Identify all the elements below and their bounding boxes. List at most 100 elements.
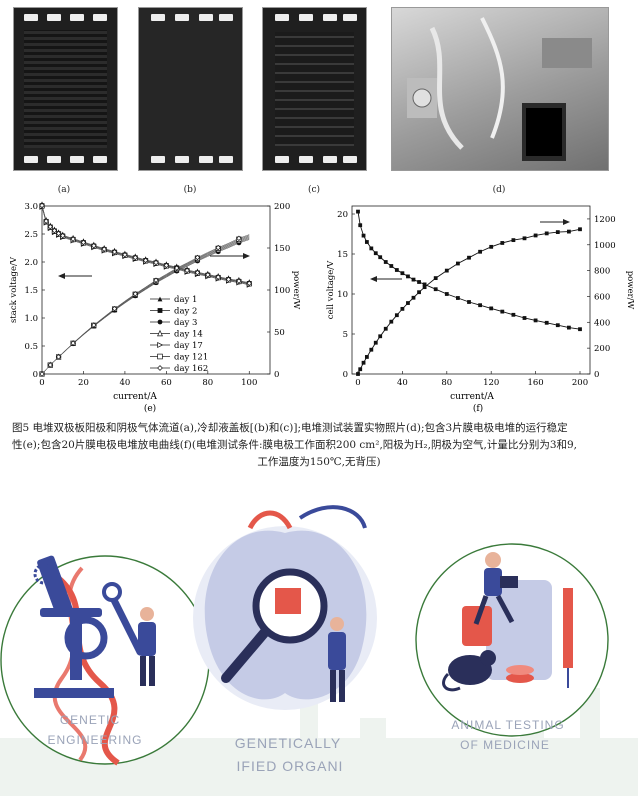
rat-icon (442, 650, 496, 692)
chart-e-voltage-point (60, 232, 66, 239)
chart-f-x-tick-label: 0 (355, 378, 360, 388)
chart-f-power-point (500, 241, 505, 245)
chart-f-x-tick-label: 120 (483, 378, 499, 388)
chart-f-voltage-point (555, 323, 560, 328)
chart-f-voltage-point (406, 274, 410, 279)
chart-e-voltage-line (41, 204, 250, 283)
researcher-figure (328, 617, 346, 702)
chart-f-power-point (467, 255, 471, 260)
chart-e-power-point (47, 362, 53, 368)
chart-e-legend-marker (157, 329, 163, 337)
chart-f-yleft-tick-label: 20 (337, 210, 348, 220)
chart-f-voltage-point (500, 309, 505, 314)
chart-f-voltage-point (417, 280, 421, 284)
chart-e-x-tick-label: 40 (119, 378, 130, 388)
chart-e-voltage-line (41, 205, 250, 285)
chart-e-voltage-point (153, 259, 159, 266)
chart-e-voltage-point (163, 262, 170, 269)
caption-line-1: 图5 电堆双极板阳极和阴极气体流道(a),冷却液盖板[(b)和(c)];电堆测试… (12, 422, 568, 434)
chart-f-voltage-point (383, 260, 388, 264)
chart-e-yleft-tick-label: 0 (33, 370, 38, 380)
chart-e-legend-marker (157, 365, 163, 371)
chart-e-voltage-point (55, 230, 62, 237)
photo-a-anode-plate (13, 7, 118, 171)
chart-f-power-point (373, 340, 378, 345)
chart-f-yright-tick-label: 200 (594, 344, 610, 354)
chart-f-voltage-point (522, 316, 527, 320)
chart-f-power-point (567, 229, 571, 234)
chart-e-legend-label: day 162 (174, 364, 208, 374)
chart-f-yleft-tick-label: 0 (343, 370, 348, 380)
chart-f-voltage-point (389, 264, 394, 268)
chart-f-voltage-point (433, 287, 438, 292)
chart-e-yleft-tick-label: 3.0 (24, 202, 38, 212)
chart-e-power-point (194, 254, 201, 261)
chart-e-voltage-point (236, 278, 242, 284)
photo-d-test-rig (391, 7, 609, 171)
chart-e-legend-label: day 3 (174, 318, 197, 328)
chart-e-yleft-tick-label: 0.5 (24, 342, 38, 352)
caption-line-3: 工作温度为150℃,无背压) (257, 456, 381, 468)
chart-e-yleft-tick-label: 2.5 (24, 230, 38, 240)
stock-illustration: GENETIC ENGINEERING GENETICALLY IFIED OR… (0, 505, 638, 796)
chart-e-voltage-point (80, 239, 87, 246)
genetic-engineering-illustration: GENETIC ENGINEERING (0, 555, 210, 766)
chart-e-legend-label: day 17 (174, 341, 203, 351)
wrench-icon (102, 582, 144, 656)
chart-f-voltage-point (358, 223, 363, 228)
syringe-icon (563, 588, 573, 688)
chart-e-yright-tick-label: 100 (274, 286, 290, 296)
chart-e-yright-tick-label: 0 (274, 370, 279, 380)
chart-f-power-point (394, 313, 399, 318)
chart-f-voltage-point (544, 320, 549, 325)
chart-f-voltage-point (356, 209, 360, 214)
chart-e-power-point (39, 371, 45, 377)
chart-e-legend-label: day 14 (174, 330, 203, 340)
chart-f-power-point (411, 295, 416, 300)
chart-f-voltage-point (422, 282, 427, 287)
chart-e-yright-tick-label: 150 (274, 244, 290, 254)
chart-e-voltage-point (122, 252, 128, 258)
chart-f-power-point (456, 261, 460, 266)
pills-icon (506, 665, 534, 683)
gmo-label-2: IFIED ORGANI (237, 758, 344, 774)
chart-e-power-point (55, 354, 62, 360)
chart-e-voltage-point (246, 280, 252, 286)
chart-f-power-point (522, 236, 527, 241)
chart-f-power-point (378, 334, 383, 339)
chart-e-legend-marker (157, 308, 163, 313)
chart-f-voltage-point (533, 318, 538, 323)
chart-e-voltage-point (43, 218, 49, 224)
chart-f-yleft-tick-label: 5 (343, 330, 348, 340)
chart-e-voltage-line (41, 205, 250, 285)
gmo-label-1: GENETICALLY (235, 735, 341, 751)
animal-testing-illustration: ANIMAL TESTING OF MEDICINE (415, 543, 609, 752)
chart-e-stack-stability: 0 20 40 60 80 100 0 0.5 1.0 1.5 2.0 2.5 3.0 0 50 100 150… (9, 201, 300, 414)
chart-f-power-point (511, 238, 516, 243)
chart-e-yleft-tick-label: 1.5 (24, 286, 38, 296)
chart-e-voltage-point (39, 202, 45, 209)
photo-b-coolant-plate (138, 7, 243, 171)
gmo-illustration: GENETICALLY IFIED ORGANI (193, 505, 377, 774)
photo-a-label: (a) (57, 185, 71, 195)
chart-e-power-point (132, 291, 138, 297)
chart-e-power-point (111, 305, 118, 312)
chart-e-voltage-point (70, 236, 76, 242)
animal-testing-label-2: OF MEDICINE (460, 738, 550, 752)
chart-f-power-point (361, 360, 366, 365)
chart-e-yleft-tick-label: 2.0 (24, 258, 38, 268)
chart-e-power-line (41, 234, 250, 375)
chart-e-plot-frame (41, 205, 271, 375)
chart-f-x-tick-label: 160 (527, 378, 543, 388)
chart-e-voltage-point (225, 276, 232, 283)
chart-f-power-point (555, 230, 560, 235)
chart-f-power-point (406, 301, 410, 305)
chart-f-voltage-point (578, 327, 582, 332)
chart-f-power-point (400, 306, 405, 311)
chart-e-ylabel-left: stack voltage/V (9, 256, 19, 323)
chart-e-power-point (91, 322, 97, 328)
scientist-figure (138, 607, 156, 686)
chart-f-voltage-point (400, 271, 405, 276)
magnifier-icon (221, 568, 328, 683)
chart-f-plot-frame (351, 205, 591, 375)
